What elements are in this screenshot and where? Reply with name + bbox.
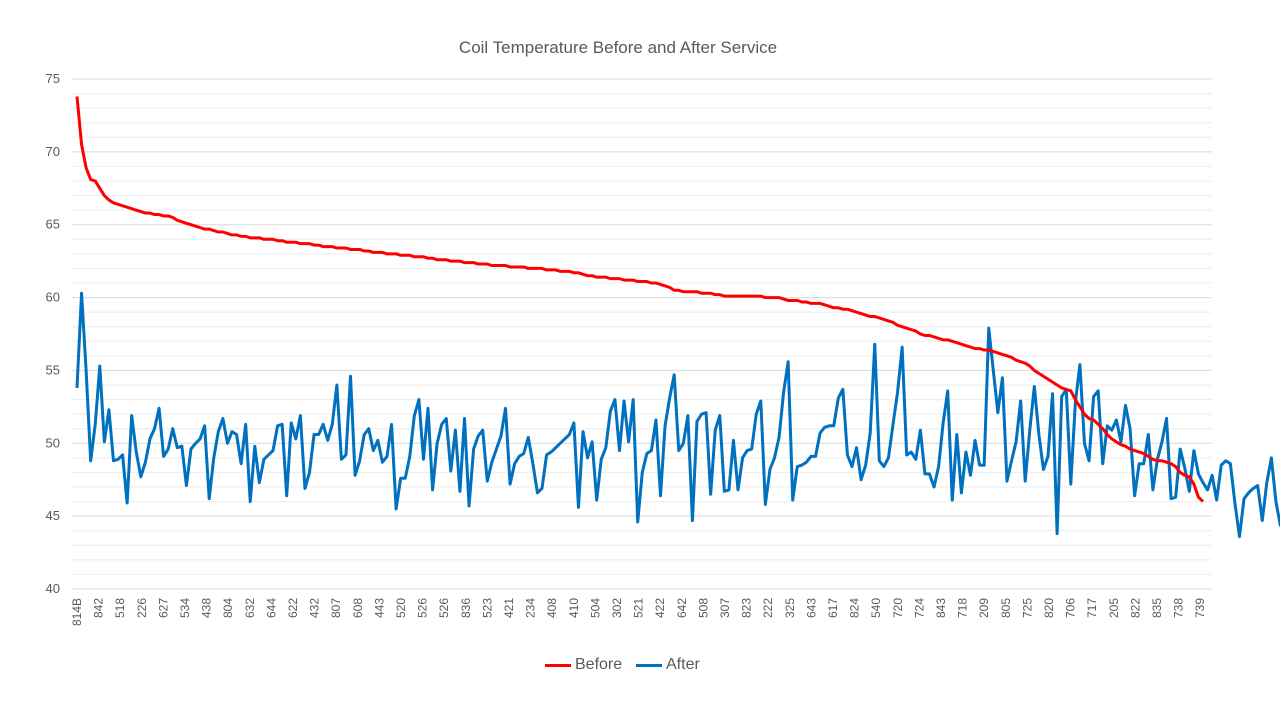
x-tick-label: 820 [1042, 598, 1056, 618]
x-tick-label: 540 [869, 598, 883, 618]
x-tick-label: 443 [372, 598, 386, 618]
x-tick-label: 421 [502, 598, 516, 618]
x-tick-label: 843 [934, 598, 948, 618]
y-tick-label: 50 [46, 435, 60, 450]
x-tick-label: 520 [394, 598, 408, 618]
y-tick-label: 55 [46, 362, 60, 377]
legend-label-before: Before [575, 656, 623, 673]
x-tick-label: 410 [567, 598, 581, 618]
x-tick-label: 642 [675, 598, 689, 618]
y-tick-label: 75 [46, 71, 60, 86]
x-tick-label: 724 [912, 598, 926, 618]
y-tick-label: 45 [46, 508, 60, 523]
x-tick-label: 422 [653, 598, 667, 618]
x-tick-label: 617 [826, 598, 840, 618]
y-tick-label: 70 [46, 144, 60, 159]
x-tick-label: 608 [351, 598, 365, 618]
x-tick-label: 438 [200, 598, 214, 618]
x-tick-label: 644 [264, 598, 278, 618]
x-tick-label: 805 [999, 598, 1013, 618]
x-tick-label: 632 [243, 598, 257, 618]
series-line-before [75, 96, 1205, 503]
y-tick-label: 65 [46, 217, 60, 232]
x-tick-label: 622 [286, 598, 300, 618]
x-tick-label: 205 [1107, 598, 1121, 618]
x-tick-label: 738 [1172, 598, 1186, 618]
x-tick-label: 508 [696, 598, 710, 618]
x-tick-label: 835 [1150, 598, 1164, 618]
legend-item-after: After [636, 656, 700, 674]
x-tick-label: 307 [718, 598, 732, 618]
x-tick-label: 222 [761, 598, 775, 618]
x-tick-label: 523 [480, 598, 494, 618]
x-tick-label: 720 [891, 598, 905, 618]
x-tick-label: 706 [1064, 598, 1078, 618]
x-tick-label: 739 [1193, 598, 1207, 618]
x-tick-label: 526 [437, 598, 451, 618]
x-tick-label: 814B [70, 598, 84, 626]
x-tick-label: 824 [848, 598, 862, 618]
x-tick-label: 521 [632, 598, 646, 618]
chart-title: Coil Temperature Before and After Servic… [458, 38, 778, 57]
x-tick-label: 408 [545, 598, 559, 618]
x-tick-label: 302 [610, 598, 624, 618]
x-axis-ticks: 814B 842 518 226 627 534 438 804 632 644 622 432 807… [70, 598, 1207, 626]
legend-label-after: After [666, 656, 700, 673]
x-tick-label: 534 [178, 598, 192, 618]
x-tick-label: 325 [783, 598, 797, 618]
x-tick-label: 226 [135, 598, 149, 618]
x-tick-label: 526 [416, 598, 430, 618]
x-tick-label: 836 [459, 598, 473, 618]
y-tick-label: 40 [46, 581, 60, 596]
legend-item-before: Before [545, 656, 622, 674]
gridlines [72, 78, 1212, 590]
x-tick-label: 643 [804, 598, 818, 618]
legend-swatch-before [545, 663, 571, 667]
x-tick-label: 807 [329, 598, 343, 618]
x-tick-label: 804 [221, 598, 235, 618]
y-axis-ticks: 40 45 50 55 60 65 70 75 [46, 71, 60, 596]
series-line-after [75, 291, 1280, 539]
x-tick-label: 518 [113, 598, 127, 618]
x-tick-label: 504 [588, 598, 602, 618]
x-tick-label: 842 [92, 598, 106, 618]
x-tick-label: 725 [1020, 598, 1034, 618]
x-tick-label: 717 [1085, 598, 1099, 618]
y-tick-label: 60 [46, 290, 60, 305]
x-tick-label: 234 [524, 598, 538, 618]
series-lines [75, 96, 1280, 539]
x-tick-label: 823 [740, 598, 754, 618]
legend-swatch-after [636, 663, 662, 667]
x-tick-label: 627 [156, 598, 170, 618]
x-tick-label: 209 [977, 598, 991, 618]
x-tick-label: 822 [1128, 598, 1142, 618]
x-tick-label: 718 [956, 598, 970, 618]
x-tick-label: 432 [308, 598, 322, 618]
